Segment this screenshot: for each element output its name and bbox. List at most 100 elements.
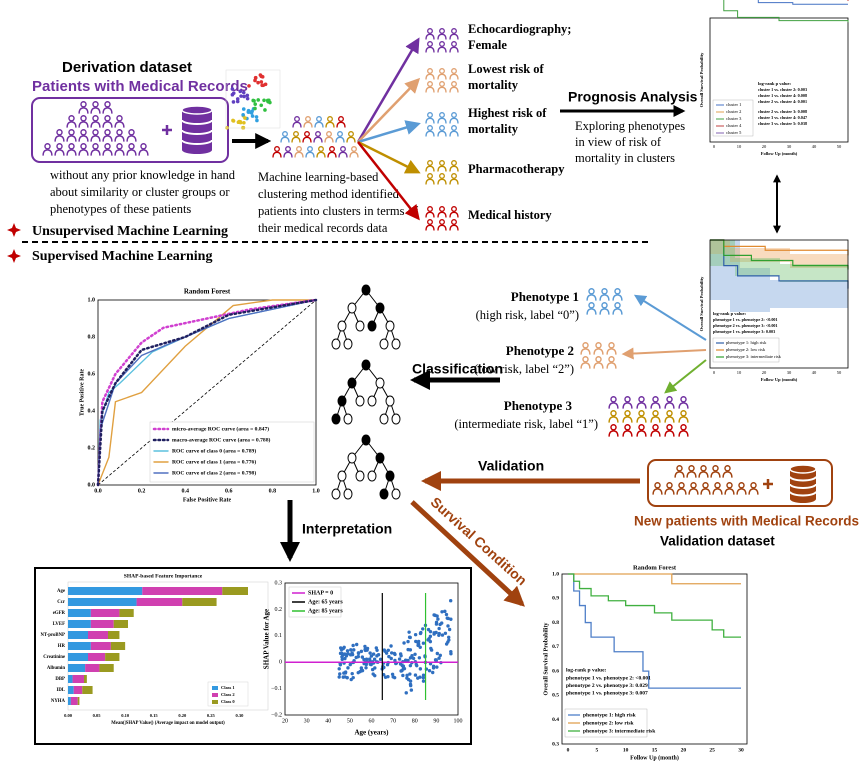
scatter-dot: [235, 97, 240, 101]
tree-node: [367, 470, 377, 482]
scatter-dot: [230, 92, 235, 97]
legend-label: cluster 3: [726, 116, 742, 121]
tick-label: 30: [787, 144, 792, 149]
importance-bar: [90, 609, 120, 617]
scatter-dot: [238, 89, 243, 94]
tree-node: [331, 488, 341, 500]
tick-label: 0: [567, 747, 570, 753]
shap-point: [364, 657, 369, 661]
tick-label: 10: [623, 747, 629, 753]
survival-curve: [723, 0, 849, 23]
chart-title: Random Forest: [633, 564, 677, 571]
legend-label: phenotype 3: intermediate risk: [726, 354, 782, 359]
importance-bar: [68, 653, 88, 661]
shap-point: [397, 657, 402, 661]
shap-point: [426, 627, 431, 632]
shap-point: [428, 634, 433, 639]
feature-label: eGFR: [53, 611, 66, 616]
axes-frame: [97, 299, 317, 486]
scatter-dot: [247, 84, 251, 88]
legend-label: SHAP = 0: [308, 590, 333, 596]
shap-point: [402, 641, 406, 645]
shap-point: [373, 673, 377, 678]
axis-label: Mean(|SHAP Value|) (Average impact on mo…: [111, 721, 225, 726]
scatter-dot: [245, 96, 250, 101]
legend-box: [712, 99, 754, 137]
tree-node: [391, 488, 401, 500]
shap-point: [363, 644, 367, 649]
shap-point: [368, 651, 372, 655]
database-band: [789, 491, 817, 497]
database-top: [181, 105, 213, 115]
shap-point: [351, 643, 355, 648]
tree-node: [331, 338, 341, 350]
tick-label: 0.4: [552, 717, 559, 723]
diagonal: [97, 299, 317, 486]
step-label: Interpretation: [302, 521, 392, 537]
scatter-dot: [239, 94, 243, 98]
database-band: [181, 129, 213, 135]
scatter-dot: [259, 74, 264, 79]
section-label: Supervised Machine Learning: [32, 249, 212, 264]
shap-point: [356, 670, 360, 675]
legend-label: phenotype 1: high risk: [726, 340, 767, 345]
tick-label: 0.5: [552, 693, 559, 699]
phenotype-title: Phenotype 3: [504, 398, 573, 413]
tree-node: [367, 395, 377, 407]
shap-point: [447, 627, 452, 632]
scatter-dot: [246, 110, 251, 114]
tree-node: [355, 395, 365, 407]
shap-point: [340, 657, 344, 662]
importance-bar: [119, 609, 134, 617]
shap-point: [421, 676, 426, 680]
phenotype-label: (high risk, label “0”): [476, 308, 579, 322]
tick-label: 80: [412, 718, 418, 724]
shap-point: [399, 654, 403, 658]
importance-bar: [110, 642, 126, 650]
scatter-dot: [261, 83, 266, 88]
tick-label: 20: [282, 718, 288, 724]
database-icon: [789, 464, 817, 503]
panel-frame: [34, 567, 472, 745]
shap-point: [431, 664, 436, 669]
tick-label: 0.6: [88, 371, 96, 377]
cluster-arrow: [357, 77, 421, 143]
tick-label: 0.6: [225, 488, 233, 494]
pvalue-title: log-rank p value:: [758, 81, 792, 86]
tick-label: 10: [737, 370, 742, 375]
description: their medical records data: [258, 221, 388, 235]
shap-point: [449, 617, 453, 621]
shap-point: [405, 673, 409, 678]
scatter-dot: [262, 98, 266, 103]
tree-node: [347, 452, 357, 464]
shap-point: [374, 646, 379, 650]
legend-label: ROC curve of class 2 (area = 0.798): [172, 469, 256, 476]
tick-label: 0.2: [275, 607, 283, 613]
tree-node: [355, 320, 365, 332]
importance-bar: [108, 631, 120, 639]
shap-point: [359, 649, 364, 654]
tick-label: 50: [347, 718, 353, 724]
importance-bar: [68, 631, 88, 639]
axis-label: Age (years): [354, 729, 389, 737]
cluster-arrow: [356, 37, 420, 143]
axes-frame: [709, 239, 849, 369]
legend-swatch: [212, 700, 218, 704]
legend-swatch: [212, 693, 218, 697]
shap-point: [448, 599, 453, 603]
shap-point: [356, 651, 361, 655]
tick-label: 25: [709, 747, 715, 753]
scatter-dot: [231, 118, 235, 123]
shap-point: [417, 656, 422, 660]
feature-label: Ccr: [57, 600, 66, 605]
shap-point: [351, 675, 355, 680]
legend-label: cluster 2: [726, 109, 741, 114]
step-title: Prognosis Analysis: [568, 89, 698, 105]
tree-node: [361, 434, 371, 446]
legend-swatch: [212, 686, 218, 690]
tick-label: 30: [304, 718, 310, 724]
survival-curve: [568, 573, 741, 689]
scatter-dot: [263, 108, 267, 112]
